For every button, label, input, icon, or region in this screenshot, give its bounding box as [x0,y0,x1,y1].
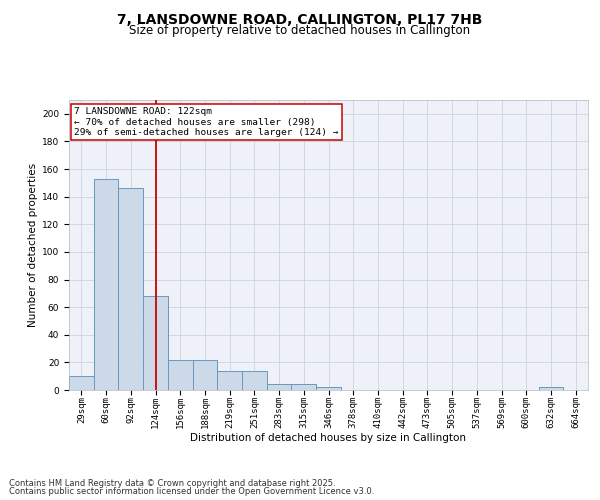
Bar [69,376,94,390]
Text: Contains HM Land Registry data © Crown copyright and database right 2025.: Contains HM Land Registry data © Crown c… [9,478,335,488]
Text: Contains public sector information licensed under the Open Government Licence v3: Contains public sector information licen… [9,487,374,496]
Y-axis label: Number of detached properties: Number of detached properties [28,163,38,327]
Text: 7, LANSDOWNE ROAD, CALLINGTON, PL17 7HB: 7, LANSDOWNE ROAD, CALLINGTON, PL17 7HB [118,12,482,26]
Bar [292,384,316,390]
X-axis label: Distribution of detached houses by size in Callington: Distribution of detached houses by size … [191,432,467,442]
Bar [217,370,242,390]
Bar [118,188,143,390]
Text: Size of property relative to detached houses in Callington: Size of property relative to detached ho… [130,24,470,37]
Bar [242,370,267,390]
Bar [316,387,341,390]
Bar [143,296,168,390]
Bar [267,384,292,390]
Bar [193,360,217,390]
Bar [94,178,118,390]
Text: 7 LANSDOWNE ROAD: 122sqm
← 70% of detached houses are smaller (298)
29% of semi-: 7 LANSDOWNE ROAD: 122sqm ← 70% of detach… [74,108,338,137]
Bar [168,360,193,390]
Bar [539,387,563,390]
